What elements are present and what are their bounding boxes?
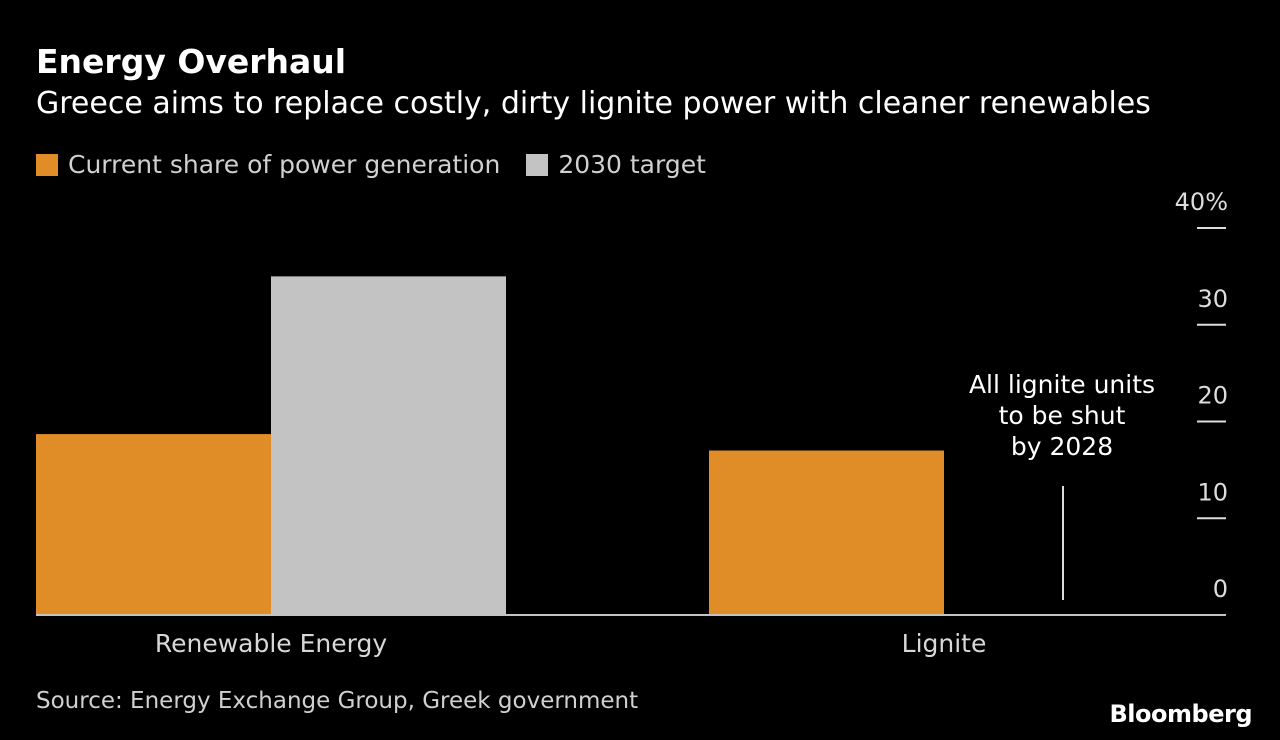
legend-label-current: Current share of power generation [68, 150, 501, 179]
bloomberg-logo: Bloomberg [1109, 700, 1253, 728]
y-tick-label: 10 [1197, 478, 1228, 506]
x-tick-label: Renewable Energy [155, 629, 387, 658]
legend-swatch-current [36, 153, 58, 176]
y-tick-label: 0 [1213, 575, 1228, 603]
annotation-text: to be shut [999, 401, 1126, 430]
bar-0-0 [36, 434, 271, 615]
chart-subtitle: Greece aims to replace costly, dirty lig… [36, 86, 1151, 121]
y-tick-label: 30 [1197, 285, 1228, 313]
source-note: Source: Energy Exchange Group, Greek gov… [36, 688, 639, 714]
legend-label-target: 2030 target [558, 150, 706, 179]
y-tick-label: 40% [1175, 188, 1228, 216]
bar-1-0 [709, 450, 944, 615]
annotation-text: All lignite units [969, 370, 1155, 399]
chart-title: Energy Overhaul [36, 42, 347, 81]
bar-0-1 [271, 276, 506, 615]
annotation-text: by 2028 [1011, 432, 1113, 461]
legend: Current share of power generation 2030 t… [36, 150, 732, 179]
x-tick-label: Lignite [902, 629, 987, 658]
legend-swatch-target [526, 153, 549, 176]
y-tick-label: 20 [1197, 382, 1228, 410]
